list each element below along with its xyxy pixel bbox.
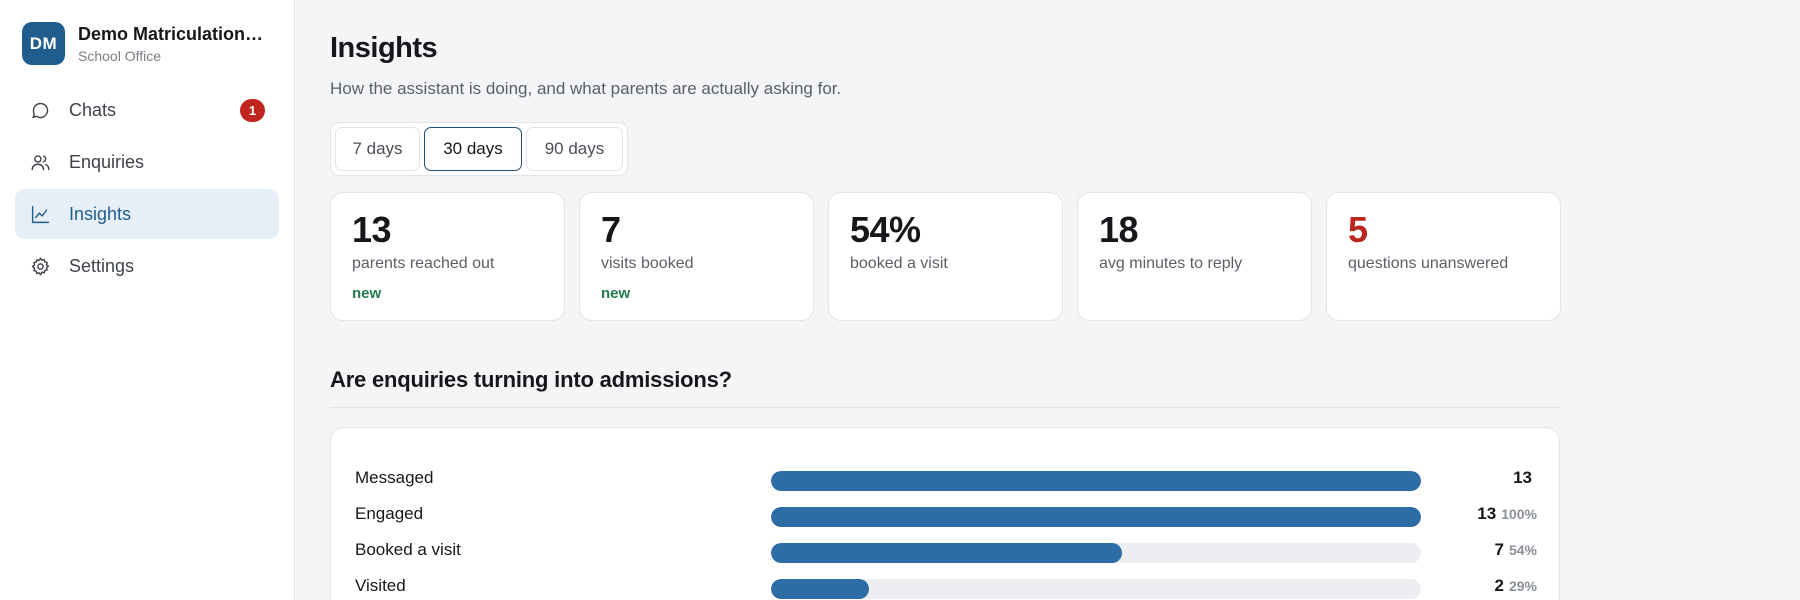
funnel-row-percent: 100% <box>1501 506 1537 522</box>
funnel-row-value: 13 100% <box>1477 504 1537 523</box>
gear-icon <box>29 255 51 277</box>
unread-count-badge: 1 <box>240 99 265 122</box>
date-range-selector: 7 days 30 days 90 days <box>330 122 628 176</box>
funnel-row-label: Booked a visit <box>355 540 461 559</box>
stat-card-booked-a-visit: 54% booked a visit <box>828 192 1063 321</box>
funnel-row-percent: 29% <box>1508 578 1537 594</box>
org-name: Demo Matriculation S... <box>78 23 268 44</box>
stat-cards: 13 parents reached out new 7 visits book… <box>330 192 1561 321</box>
funnel-row-value: 2 29% <box>1494 576 1538 595</box>
stat-tag: new <box>601 285 631 302</box>
org-header[interactable]: DM Demo Matriculation S... School Office <box>22 22 268 65</box>
range-7-days-button[interactable]: 7 days <box>335 127 420 171</box>
stat-label: booked a visit <box>850 255 948 272</box>
chat-bubble-icon <box>29 99 51 121</box>
range-30-days-button[interactable]: 30 days <box>424 127 522 171</box>
sidebar: DM Demo Matriculation S... School Office… <box>0 0 295 600</box>
stat-card-questions-unanswered[interactable]: 5 questions unanswered <box>1326 192 1561 321</box>
stat-value: 7 <box>601 209 621 250</box>
funnel-row: Booked a visit 7 54% <box>355 534 1537 570</box>
funnel-row-value: 7 54% <box>1494 540 1538 559</box>
sidebar-item-insights[interactable]: Insights <box>15 189 279 239</box>
sidebar-item-label: Enquiries <box>69 151 145 172</box>
sidebar-item-label: Insights <box>69 203 132 224</box>
page-title: Insights <box>330 32 438 64</box>
stat-value: 54% <box>850 209 921 250</box>
stat-value: 5 <box>1348 209 1368 250</box>
sidebar-item-label: Settings <box>69 255 135 276</box>
funnel-bar-fill <box>771 543 1122 563</box>
funnel-bar-fill <box>771 507 1421 527</box>
funnel-bar-fill <box>771 579 869 599</box>
stat-card-visits-booked: 7 visits booked new <box>579 192 814 321</box>
sidebar-item-chats[interactable]: Chats 1 <box>15 85 279 135</box>
stat-tag: new <box>352 285 382 302</box>
funnel-row-value: 13 <box>1513 468 1532 487</box>
stat-value: 13 <box>352 209 392 250</box>
stat-label: parents reached out <box>352 255 495 272</box>
funnel-row-percent: 54% <box>1508 542 1537 558</box>
stat-label: avg minutes to reply <box>1099 255 1243 272</box>
stat-label: questions unanswered <box>1348 255 1509 272</box>
org-subtitle: School Office <box>78 47 162 64</box>
funnel-bar-track <box>771 507 1421 527</box>
funnel-row-label: Messaged <box>355 468 434 487</box>
section-divider <box>330 407 1560 408</box>
sidebar-nav: Chats 1 Enquiries Insights Settings <box>15 85 279 293</box>
funnel-row: Messaged 13 <box>355 462 1537 498</box>
org-avatar: DM <box>22 22 65 65</box>
line-chart-icon <box>29 203 51 225</box>
stat-value: 18 <box>1099 209 1139 250</box>
sidebar-item-settings[interactable]: Settings <box>15 241 279 291</box>
stat-label: visits booked <box>601 255 694 272</box>
funnel-row-label: Visited <box>355 576 406 595</box>
funnel-row: Visited 2 29% <box>355 570 1537 600</box>
funnel-bar-track <box>771 471 1421 491</box>
funnel-section-title: Are enquiries turning into admissions? <box>330 367 732 392</box>
funnel-bar-track <box>771 579 1421 599</box>
page-subtitle: How the assistant is doing, and what par… <box>330 79 842 98</box>
funnel-row: Engaged 13 100% <box>355 498 1537 534</box>
funnel-row-label: Engaged <box>355 504 424 523</box>
admissions-funnel-card: Messaged 13 Engaged 13 100% Booked a visi… <box>330 427 1560 600</box>
range-90-days-button[interactable]: 90 days <box>526 127 623 171</box>
sidebar-item-label: Chats <box>69 99 117 120</box>
funnel-bar-track <box>771 543 1421 563</box>
users-icon <box>29 151 51 173</box>
funnel-bar-fill <box>771 471 1421 491</box>
sidebar-item-enquiries[interactable]: Enquiries <box>15 137 279 187</box>
stat-card-avg-minutes-to-reply: 18 avg minutes to reply <box>1077 192 1312 321</box>
stat-card-parents-reached-out: 13 parents reached out new <box>330 192 565 321</box>
